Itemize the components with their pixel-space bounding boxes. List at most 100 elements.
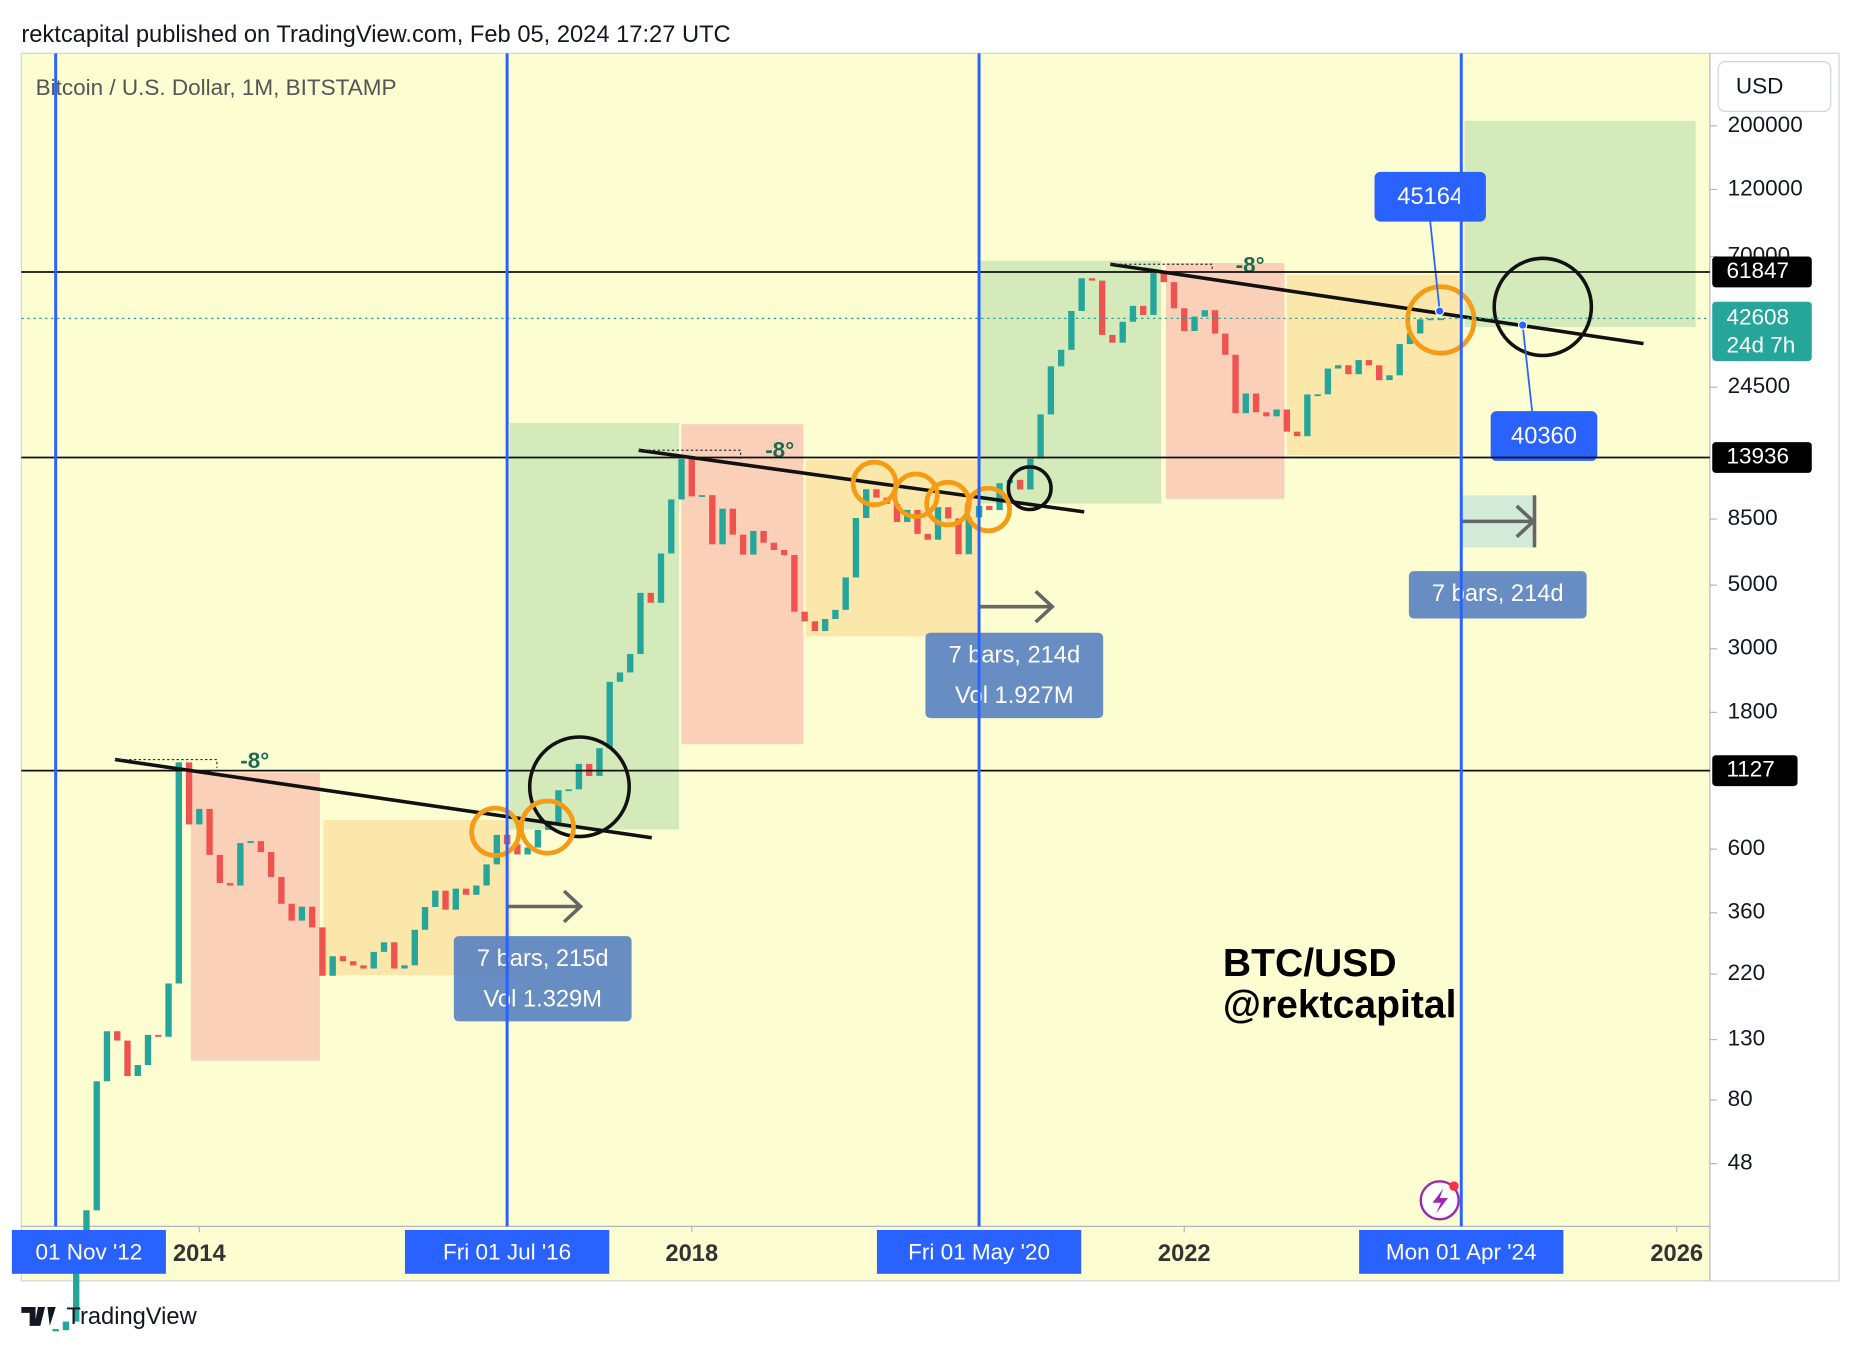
candle — [1129, 305, 1137, 322]
price-label: 61847 — [1726, 258, 1789, 283]
candle — [1396, 344, 1403, 376]
candle — [965, 517, 972, 555]
candle — [1232, 354, 1239, 414]
candle — [1201, 310, 1208, 317]
candle — [1191, 316, 1198, 331]
candle — [1016, 479, 1024, 490]
candle — [329, 956, 336, 976]
candle — [103, 1031, 111, 1082]
candle — [1437, 318, 1444, 321]
candle — [1314, 394, 1321, 397]
candle — [493, 834, 501, 865]
callout-box — [1490, 411, 1598, 461]
candle — [93, 1081, 100, 1211]
candle — [1078, 278, 1085, 312]
candle — [1334, 365, 1342, 369]
candle — [1293, 431, 1301, 437]
candle — [688, 458, 695, 497]
x-tick-label: 2018 — [665, 1241, 718, 1267]
event-icon-bolt — [1432, 1188, 1448, 1214]
candle — [596, 748, 603, 776]
y-tick-label: 5000 — [1728, 571, 1778, 596]
range-bars: 7 bars, 214d — [1432, 581, 1564, 607]
price-label-box — [1712, 442, 1812, 473]
candle — [606, 681, 613, 749]
candle — [155, 1034, 162, 1037]
candle — [339, 956, 347, 962]
candle — [1345, 365, 1352, 375]
candle — [62, 1321, 70, 1331]
angle-guide — [114, 263, 1213, 768]
orange-circles — [469, 284, 1477, 858]
currency-button[interactable] — [1717, 61, 1832, 112]
candle — [986, 505, 993, 511]
candle — [1037, 414, 1044, 459]
candle — [350, 961, 357, 966]
orange-circle — [519, 798, 576, 856]
candle — [124, 1040, 131, 1077]
y-tick-label: 200000 — [1728, 112, 1803, 137]
y-tick-label: 600 — [1728, 835, 1766, 860]
range-box — [453, 936, 632, 1022]
candle — [483, 864, 490, 886]
cycle-date-label: Fri 01 May '20 — [908, 1240, 1050, 1265]
black-circle — [1492, 256, 1594, 358]
tv-logo — [21, 1306, 56, 1326]
candle — [811, 621, 819, 631]
range-box — [1408, 571, 1587, 619]
callout-point — [1517, 320, 1528, 330]
candle — [216, 854, 224, 884]
y-tick-label: 8500 — [1728, 505, 1778, 530]
candle — [391, 942, 398, 969]
candle — [288, 903, 295, 921]
trendline — [114, 757, 652, 840]
watermark: @rektcapital — [1223, 984, 1457, 1027]
range-arrow — [978, 589, 1055, 624]
candle — [760, 530, 767, 543]
candle — [1170, 282, 1178, 309]
candle — [134, 1065, 141, 1077]
callout-label: 40360 — [1511, 424, 1577, 450]
candle — [1098, 280, 1106, 335]
candle — [996, 483, 1003, 511]
footer-brand: TradingView — [66, 1304, 197, 1330]
range-arrow — [1461, 495, 1537, 548]
cycle-date-box — [11, 1229, 166, 1274]
candle — [637, 592, 644, 655]
candle — [298, 906, 306, 921]
candle — [370, 951, 377, 969]
candle — [514, 844, 521, 855]
candle — [73, 1272, 80, 1322]
candle — [1304, 394, 1311, 437]
candle — [924, 533, 931, 540]
candle — [278, 876, 285, 904]
candle — [1068, 311, 1075, 350]
angle-label: -8° — [765, 437, 794, 462]
candle — [801, 611, 808, 622]
candle — [452, 888, 459, 910]
drawings: 45164 40360 7 bars, 215d Vol 1.329M 7 bars, … — [114, 171, 1644, 1221]
candle — [893, 503, 901, 523]
candle — [1355, 360, 1362, 375]
candle — [945, 507, 952, 519]
candle — [770, 542, 778, 551]
candle — [267, 852, 275, 877]
y-tick-label: 120000 — [1728, 175, 1803, 200]
candle — [175, 762, 182, 984]
candle — [555, 790, 562, 823]
candle — [1088, 278, 1096, 281]
orange-circle — [964, 485, 1012, 534]
candle — [668, 499, 675, 554]
candle — [462, 888, 470, 895]
price-label-box — [1712, 755, 1798, 787]
candle — [432, 890, 439, 908]
bar-countdown: 24d 7h — [1726, 333, 1795, 358]
candle — [1211, 310, 1219, 334]
y-tick-label: 130 — [1728, 1026, 1766, 1051]
candle — [1109, 334, 1116, 343]
candle — [442, 890, 449, 910]
orange-circle — [1405, 284, 1477, 356]
callout-pointer — [1429, 221, 1441, 312]
candle — [144, 1034, 152, 1066]
